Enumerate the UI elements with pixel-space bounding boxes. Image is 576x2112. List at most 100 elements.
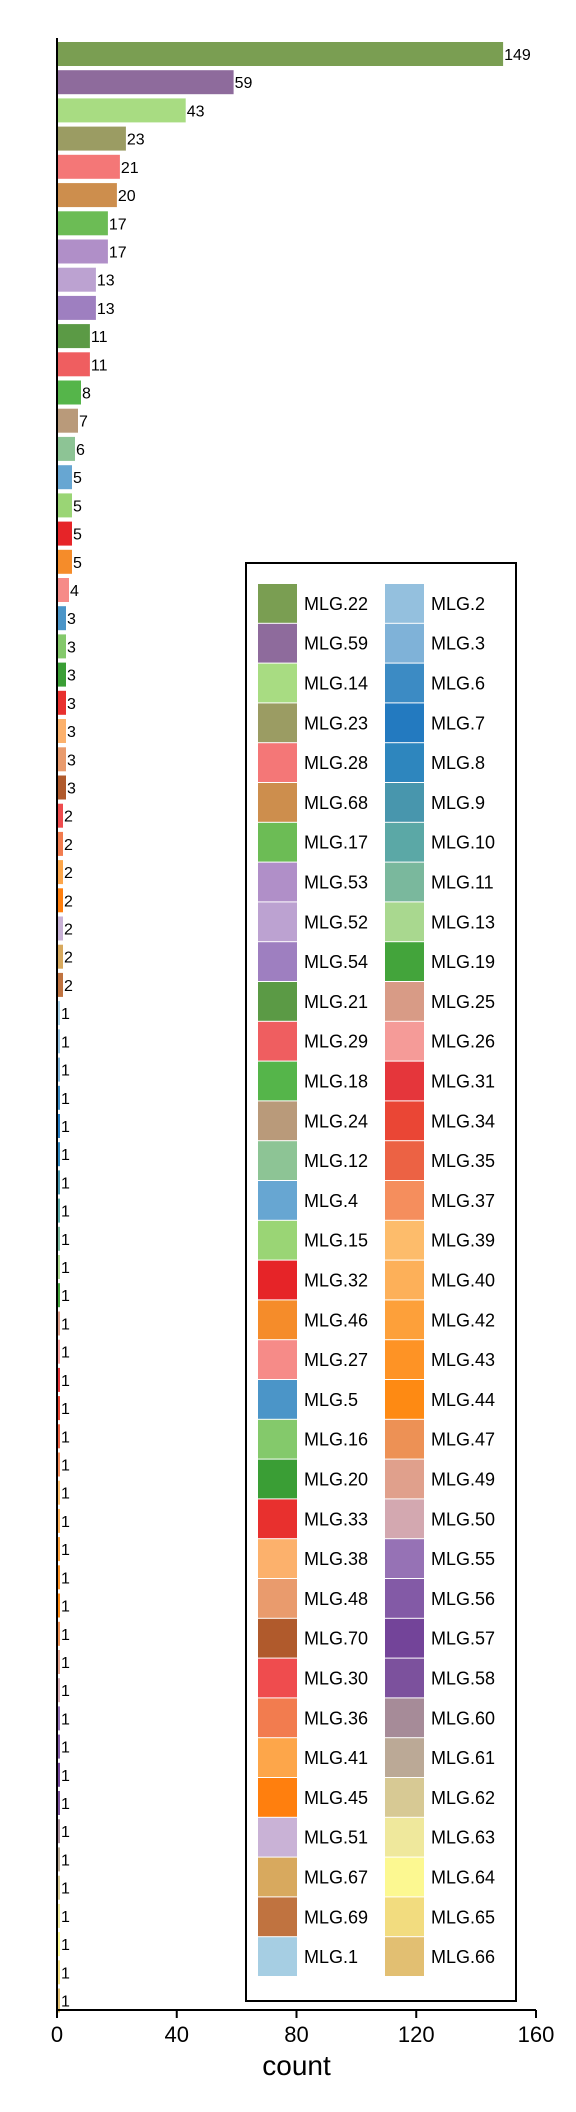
legend-swatch (385, 902, 424, 942)
legend-swatch (385, 1897, 424, 1937)
bar-MLG.1 (57, 1001, 60, 1026)
legend-label: MLG.63 (431, 1828, 495, 1848)
legend-swatch (385, 1300, 424, 1340)
legend-label: MLG.48 (304, 1589, 368, 1609)
bar-MLG.39 (57, 1480, 60, 1505)
legend-swatch (385, 1141, 424, 1180)
legend-swatch (385, 1579, 424, 1618)
bar-MLG.9 (57, 1170, 60, 1195)
legend-label: MLG.22 (304, 594, 368, 614)
legend-label: MLG.16 (304, 1430, 368, 1450)
legend-label: MLG.2 (431, 594, 485, 614)
x-tick-label: 120 (398, 2022, 435, 2047)
legend-label: MLG.47 (431, 1430, 495, 1450)
bar-value-label: 1 (61, 1288, 70, 1305)
bar-value-label: 2 (64, 978, 73, 995)
legend-label: MLG.24 (304, 1111, 368, 1131)
legend-swatch (385, 982, 424, 1021)
legend-swatch (385, 1698, 424, 1738)
bar-MLG.11 (57, 1226, 60, 1251)
bar-value-label: 6 (76, 442, 85, 459)
legend-swatch (385, 783, 424, 822)
legend-swatch (258, 902, 297, 942)
legend-swatch (258, 1738, 297, 1777)
bar-MLG.30 (57, 803, 63, 828)
legend-swatch (385, 623, 424, 663)
legend-label: MLG.44 (431, 1390, 495, 1410)
legend-swatch (258, 1101, 297, 1141)
legend-label: MLG.45 (304, 1788, 368, 1808)
bar-MLG.31 (57, 1367, 60, 1392)
legend-swatch (258, 1419, 297, 1459)
bar-value-label: 3 (67, 611, 76, 628)
bar-MLG.7 (57, 1114, 60, 1138)
legend-swatch (258, 783, 297, 822)
bar-value-label: 1 (61, 1627, 70, 1644)
bar-value-label: 1 (61, 1711, 70, 1728)
bar-MLG.60 (57, 1819, 60, 1844)
legend-swatch (258, 1937, 297, 1976)
bar-value-label: 1 (61, 1091, 70, 1108)
bar-MLG.17 (57, 211, 108, 236)
bar-MLG.16 (57, 634, 66, 659)
bar-value-label: 1 (61, 1486, 70, 1503)
bar-value-label: 8 (82, 386, 91, 403)
bar-value-label: 23 (127, 132, 145, 149)
bar-MLG.49 (57, 1650, 60, 1674)
bar-MLG.59 (57, 70, 234, 95)
legend-swatch (385, 584, 424, 623)
legend-label: MLG.31 (431, 1072, 495, 1092)
legend-label: MLG.8 (431, 753, 485, 773)
legend-swatch (258, 743, 297, 782)
legend-swatch (258, 1141, 297, 1180)
bar-MLG.69 (57, 972, 63, 997)
legend-swatch (385, 1220, 424, 1260)
x-tick-label: 0 (51, 2022, 63, 2047)
legend-label: MLG.14 (304, 674, 368, 694)
bar-value-label: 1 (61, 1740, 70, 1757)
bar-value-label: 1 (61, 1063, 70, 1080)
legend-label: MLG.29 (304, 1032, 368, 1052)
legend-swatch (258, 584, 297, 623)
bar-value-label: 1 (61, 1683, 70, 1700)
bar-value-label: 1 (61, 1965, 70, 1982)
bar-value-label: 20 (118, 188, 136, 205)
legend-label: MLG.4 (304, 1191, 358, 1211)
legend-label: MLG.64 (431, 1868, 495, 1888)
bar-value-label: 21 (121, 160, 139, 177)
legend-label: MLG.54 (304, 952, 368, 972)
legend-label: MLG.19 (431, 952, 495, 972)
legend-swatch (258, 1539, 297, 1578)
legend-label: MLG.62 (431, 1788, 495, 1808)
legend-label: MLG.69 (304, 1907, 368, 1927)
legend-label: MLG.61 (431, 1748, 495, 1768)
bar-value-label: 1 (61, 1824, 70, 1841)
legend-swatch (385, 1021, 424, 1061)
bar-MLG.70 (57, 775, 66, 800)
legend-label: MLG.68 (304, 793, 368, 813)
bar-MLG.8 (57, 1142, 60, 1167)
legend-swatch (258, 623, 297, 663)
bar-value-label: 1 (61, 1232, 70, 1249)
legend: MLG.22 MLG.59 MLG.14 MLG.23 MLG.28 MLG.68 MLG.… (245, 562, 517, 2002)
bar-MLG.13 (57, 1255, 60, 1279)
bar-value-label: 1 (61, 1881, 70, 1898)
bar-value-label: 43 (187, 103, 205, 120)
legend-swatch (258, 1579, 297, 1618)
bar-value-label: 1 (61, 1429, 70, 1446)
bar-value-label: 5 (73, 498, 82, 515)
legend-label: MLG.66 (431, 1947, 495, 1967)
bar-value-label: 1 (61, 1373, 70, 1390)
bars-group (57, 42, 504, 2013)
legend-swatch (385, 1618, 424, 1658)
bar-MLG.63 (57, 1903, 60, 1928)
legend-swatch (258, 942, 297, 981)
legend-label: MLG.18 (304, 1072, 368, 1092)
legend-swatch (258, 1260, 297, 1300)
bar-MLG.4 (57, 465, 72, 490)
legend-swatch (385, 862, 424, 902)
legend-swatch (385, 1340, 424, 1379)
legend-label: MLG.70 (304, 1629, 368, 1649)
legend-swatch (258, 1499, 297, 1539)
bar-value-label: 1 (61, 1768, 70, 1785)
